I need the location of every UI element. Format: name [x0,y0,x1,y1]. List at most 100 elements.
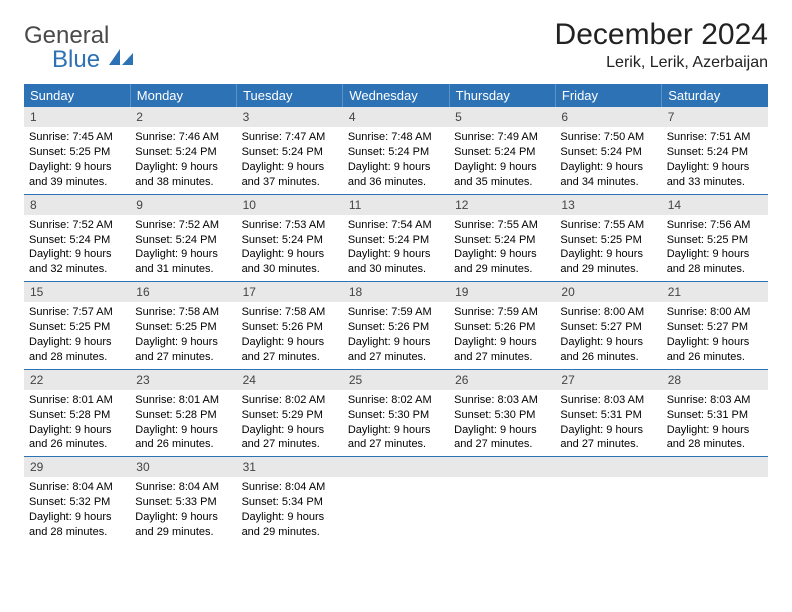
day-number: 13 [555,195,661,215]
calendar-week-row: 8Sunrise: 7:52 AMSunset: 5:24 PMDaylight… [24,194,768,282]
daylight-line: Daylight: 9 hours and 30 minutes. [348,247,444,277]
sunset-line: Sunset: 5:25 PM [135,320,231,335]
sunset-line: Sunset: 5:24 PM [667,145,763,160]
sunrise-line: Sunrise: 7:49 AM [454,130,550,145]
daylight-value: 9 hours and 28 minutes. [29,336,112,363]
daylight-value: 9 hours and 26 minutes. [560,336,643,363]
sunset-value: 5:25 PM [601,234,642,246]
sunset-value: 5:24 PM [494,146,535,158]
sunrise-value: 7:58 AM [285,306,325,318]
daylight-line: Daylight: 9 hours and 28 minutes. [667,247,763,277]
calendar-day-cell: 17Sunrise: 7:58 AMSunset: 5:26 PMDayligh… [237,282,343,370]
sunset-line: Sunset: 5:24 PM [135,233,231,248]
sunrise-value: 8:03 AM [498,394,538,406]
sunrise-line: Sunrise: 7:51 AM [667,130,763,145]
daylight-value: 9 hours and 29 minutes. [242,511,325,538]
day-body: Sunrise: 8:04 AMSunset: 5:34 PMDaylight:… [237,477,343,543]
sunrise-line: Sunrise: 8:03 AM [560,393,656,408]
daylight-line: Daylight: 9 hours and 36 minutes. [348,160,444,190]
calendar-day-cell: 11Sunrise: 7:54 AMSunset: 5:24 PMDayligh… [343,194,449,282]
sunset-value: 5:29 PM [282,409,323,421]
weekday-header: Sunday [24,84,130,107]
sunrise-value: 7:45 AM [72,131,112,143]
daylight-line: Daylight: 9 hours and 31 minutes. [135,247,231,277]
day-number: 26 [449,370,555,390]
calendar-day-cell: 22Sunrise: 8:01 AMSunset: 5:28 PMDayligh… [24,369,130,457]
calendar-day-cell: 2Sunrise: 7:46 AMSunset: 5:24 PMDaylight… [130,107,236,194]
sunrise-line: Sunrise: 7:45 AM [29,130,125,145]
calendar-day-cell: 15Sunrise: 7:57 AMSunset: 5:25 PMDayligh… [24,282,130,370]
day-number: 4 [343,107,449,127]
calendar-day-cell: 16Sunrise: 7:58 AMSunset: 5:25 PMDayligh… [130,282,236,370]
sunrise-line: Sunrise: 8:00 AM [667,305,763,320]
sunset-line: Sunset: 5:27 PM [667,320,763,335]
sunset-line: Sunset: 5:29 PM [242,408,338,423]
sunrise-value: 8:00 AM [604,306,644,318]
sunset-value: 5:24 PM [601,146,642,158]
day-number: 12 [449,195,555,215]
sunset-value: 5:25 PM [707,234,748,246]
daylight-value: 9 hours and 28 minutes. [667,424,750,451]
daylight-value: 9 hours and 27 minutes. [348,336,431,363]
sunset-line: Sunset: 5:25 PM [29,320,125,335]
day-body: Sunrise: 7:59 AMSunset: 5:26 PMDaylight:… [449,302,555,368]
sunset-line: Sunset: 5:25 PM [667,233,763,248]
sunrise-value: 8:01 AM [179,394,219,406]
sunrise-value: 7:51 AM [710,131,750,143]
day-number-empty [343,457,449,477]
day-body: Sunrise: 7:48 AMSunset: 5:24 PMDaylight:… [343,127,449,193]
day-body: Sunrise: 7:50 AMSunset: 5:24 PMDaylight:… [555,127,661,193]
daylight-line: Daylight: 9 hours and 29 minutes. [560,247,656,277]
daylight-value: 9 hours and 26 minutes. [667,336,750,363]
day-body: Sunrise: 7:51 AMSunset: 5:24 PMDaylight:… [662,127,768,193]
day-body: Sunrise: 8:01 AMSunset: 5:28 PMDaylight:… [24,390,130,456]
day-body: Sunrise: 7:49 AMSunset: 5:24 PMDaylight:… [449,127,555,193]
sunrise-value: 8:02 AM [285,394,325,406]
sunrise-line: Sunrise: 8:02 AM [348,393,444,408]
daylight-value: 9 hours and 30 minutes. [348,248,431,275]
day-number: 30 [130,457,236,477]
daylight-value: 9 hours and 37 minutes. [242,161,325,188]
daylight-value: 9 hours and 27 minutes. [348,424,431,451]
sunset-line: Sunset: 5:32 PM [29,495,125,510]
day-number: 16 [130,282,236,302]
sunrise-line: Sunrise: 8:03 AM [667,393,763,408]
daylight-line: Daylight: 9 hours and 32 minutes. [29,247,125,277]
sunset-value: 5:24 PM [707,146,748,158]
sunrise-line: Sunrise: 8:03 AM [454,393,550,408]
calendar-table: SundayMondayTuesdayWednesdayThursdayFrid… [24,84,768,544]
sunrise-line: Sunrise: 7:53 AM [242,218,338,233]
sunset-line: Sunset: 5:26 PM [242,320,338,335]
calendar-day-cell: 1Sunrise: 7:45 AMSunset: 5:25 PMDaylight… [24,107,130,194]
logo-word-1: General [24,24,109,48]
sunset-line: Sunset: 5:24 PM [242,233,338,248]
calendar-week-row: 29Sunrise: 8:04 AMSunset: 5:32 PMDayligh… [24,457,768,544]
day-number: 29 [24,457,130,477]
calendar-day-cell: 26Sunrise: 8:03 AMSunset: 5:30 PMDayligh… [449,369,555,457]
daylight-line: Daylight: 9 hours and 28 minutes. [667,423,763,453]
sunset-value: 5:24 PM [388,234,429,246]
location: Lerik, Lerik, Azerbaijan [555,54,768,72]
daylight-value: 9 hours and 29 minutes. [454,248,537,275]
sunset-value: 5:24 PM [494,234,535,246]
sunset-value: 5:31 PM [707,409,748,421]
sunset-value: 5:31 PM [601,409,642,421]
calendar-day-cell: 12Sunrise: 7:55 AMSunset: 5:24 PMDayligh… [449,194,555,282]
day-body: Sunrise: 8:03 AMSunset: 5:31 PMDaylight:… [555,390,661,456]
day-body: Sunrise: 7:45 AMSunset: 5:25 PMDaylight:… [24,127,130,193]
daylight-value: 9 hours and 28 minutes. [667,248,750,275]
daylight-line: Daylight: 9 hours and 28 minutes. [29,510,125,540]
day-number: 21 [662,282,768,302]
calendar-day-cell: 29Sunrise: 8:04 AMSunset: 5:32 PMDayligh… [24,457,130,544]
sunset-line: Sunset: 5:24 PM [348,145,444,160]
sunrise-line: Sunrise: 8:00 AM [560,305,656,320]
calendar-day-cell: 6Sunrise: 7:50 AMSunset: 5:24 PMDaylight… [555,107,661,194]
day-number: 18 [343,282,449,302]
day-number: 7 [662,107,768,127]
sunset-value: 5:25 PM [69,146,110,158]
sunrise-line: Sunrise: 7:58 AM [242,305,338,320]
daylight-value: 9 hours and 29 minutes. [135,511,218,538]
calendar-day-cell [343,457,449,544]
sunset-value: 5:25 PM [69,321,110,333]
daylight-line: Daylight: 9 hours and 37 minutes. [242,160,338,190]
